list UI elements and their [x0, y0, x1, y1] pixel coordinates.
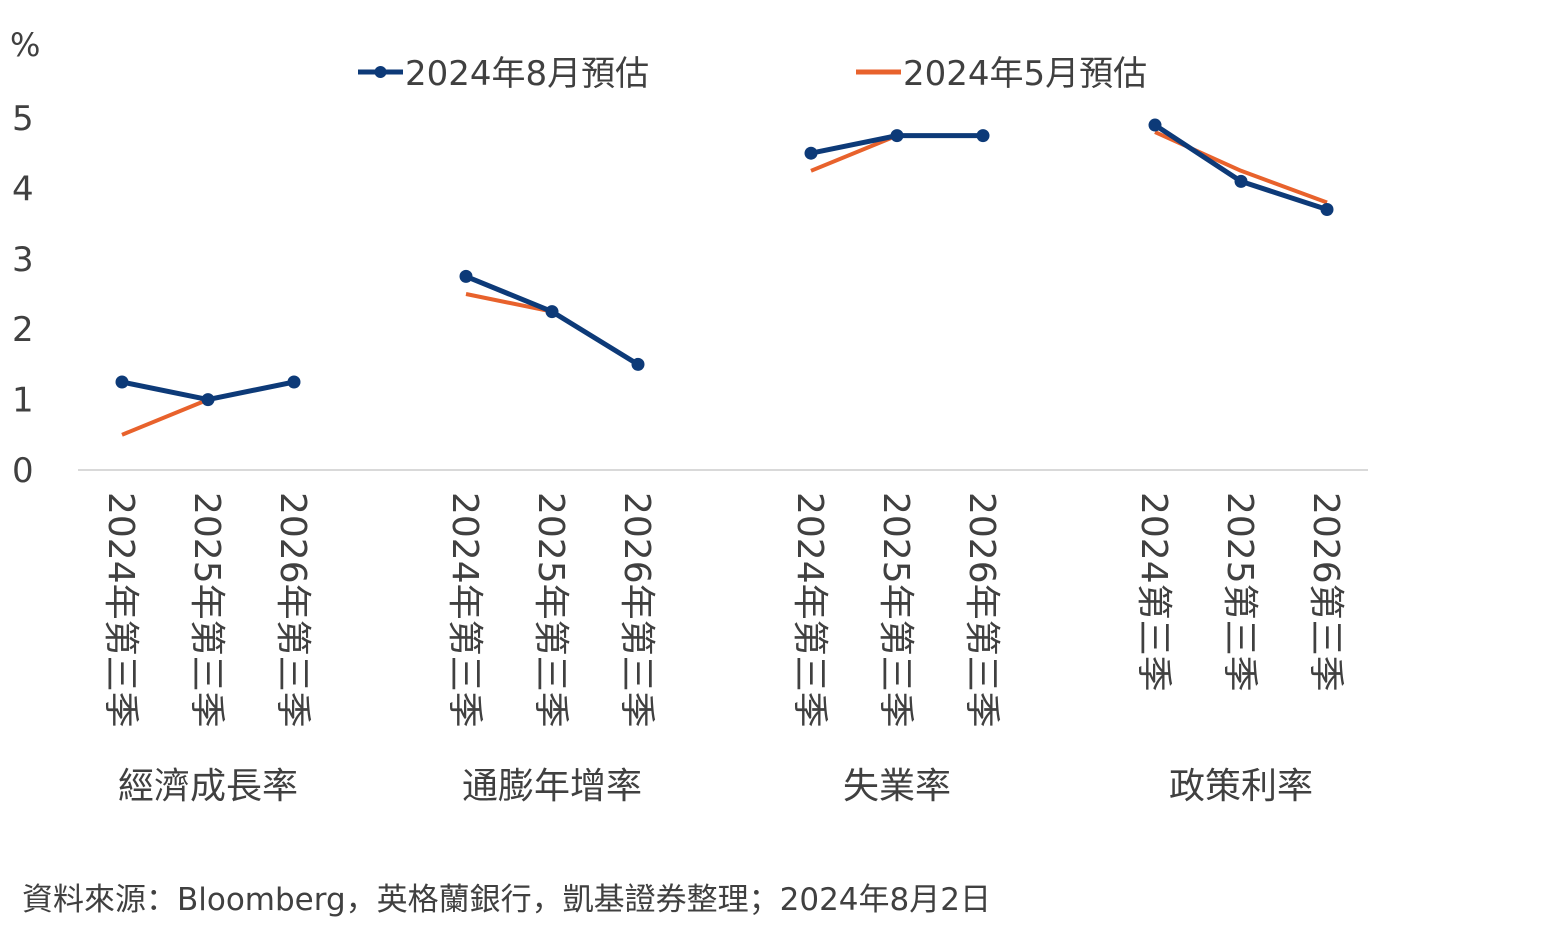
- legend: 2024年8月預估 2024年5月預估: [358, 54, 1147, 94]
- x-tick-label: 2026年第三季: [616, 492, 657, 728]
- y-axis-label: %: [10, 26, 40, 64]
- source-note: 資料來源：Bloomberg，英格蘭銀行，凱基證券整理；2024年8月2日: [22, 882, 991, 918]
- x-tick-label: 2024年第三季: [100, 492, 141, 728]
- series-line: [121, 380, 295, 437]
- legend-item-august: 2024年8月預估: [358, 54, 649, 94]
- series-line: [1153, 122, 1328, 212]
- data-point: [976, 129, 990, 143]
- series-line: [465, 292, 640, 367]
- y-tick-label: 4: [12, 169, 34, 209]
- data-point: [287, 375, 301, 389]
- group-label: 通膨年增率: [462, 766, 642, 807]
- y-axis-ticks: 0 1 2 3 4 5: [12, 99, 34, 491]
- y-tick-label: 5: [12, 99, 34, 139]
- y-tick-label: 0: [12, 451, 34, 491]
- category-group-labels: 經濟成長率 通膨年增率 失業率 政策利率: [118, 766, 1313, 807]
- y-tick-label: 3: [12, 240, 34, 280]
- x-tick-label: 2025年第三季: [530, 492, 571, 728]
- group-label: 經濟成長率: [118, 766, 298, 807]
- x-tick-label: 2025第三季: [1219, 492, 1260, 692]
- legend-label-august: 2024年8月預估: [405, 54, 649, 94]
- data-point: [545, 305, 559, 319]
- data-point: [1320, 203, 1334, 217]
- x-tick-label: 2024年第三季: [789, 492, 830, 728]
- group-label: 政策利率: [1169, 766, 1313, 807]
- legend-marker-august: [374, 66, 387, 78]
- x-tick-label: 2026年第三季: [961, 492, 1002, 728]
- x-tick-label: 2025年第三季: [186, 492, 227, 728]
- data-point: [1148, 118, 1162, 132]
- x-tick-label: 2026年第三季: [272, 492, 313, 728]
- data-point: [459, 269, 473, 283]
- group-label: 失業率: [843, 766, 951, 807]
- x-tick-label: 2024年第三季: [444, 492, 485, 728]
- x-tick-label: 2026第三季: [1305, 492, 1346, 692]
- data-point: [890, 129, 904, 143]
- data-point: [1234, 174, 1248, 188]
- series-layer: [115, 118, 1334, 437]
- x-tick-label: 2025年第三季: [875, 492, 916, 728]
- data-point: [201, 393, 215, 407]
- legend-item-may: 2024年5月預估: [856, 54, 1147, 94]
- data-point: [804, 146, 818, 160]
- data-point: [631, 357, 645, 371]
- x-axis-tick-labels: 2024年第三季 2025年第三季 2026年第三季 2024年第三季 2025年第三季…: [100, 492, 1346, 728]
- legend-label-may: 2024年5月預估: [903, 54, 1147, 94]
- x-tick-label: 2024第三季: [1133, 492, 1174, 692]
- y-tick-label: 2: [12, 310, 34, 350]
- data-point: [115, 375, 129, 389]
- series-line: [465, 274, 640, 367]
- y-tick-label: 1: [12, 381, 34, 421]
